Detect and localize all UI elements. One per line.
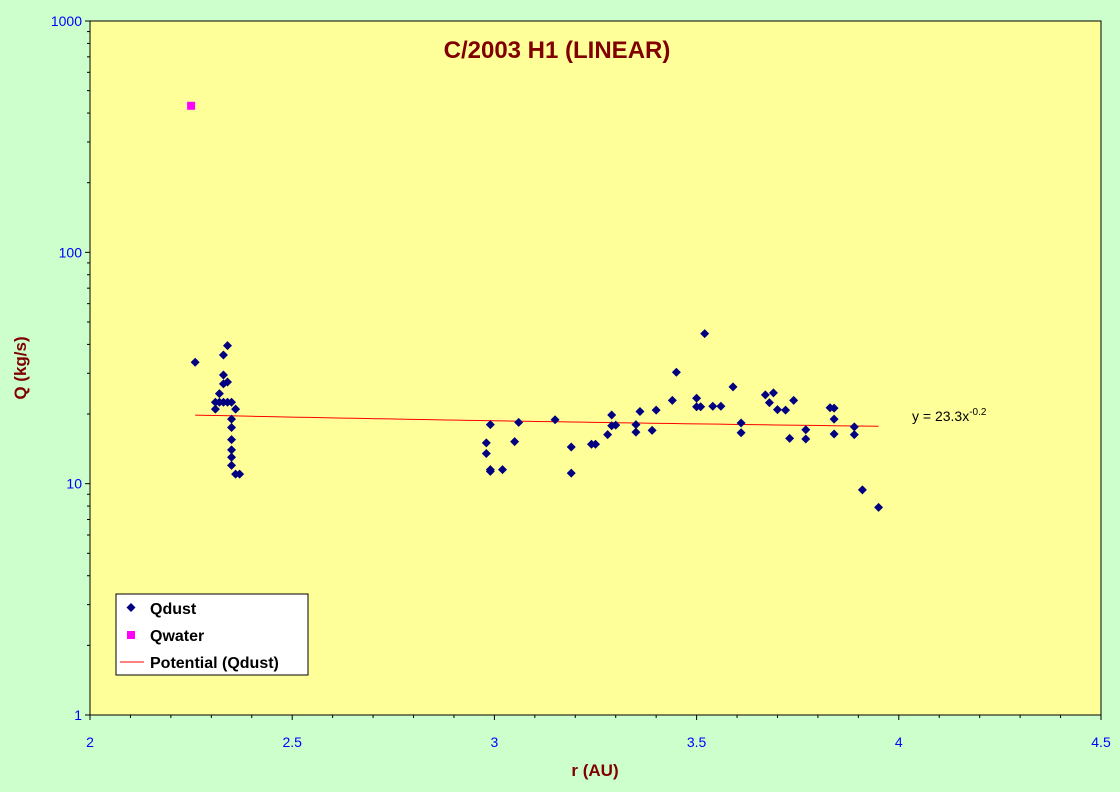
qdust-point: [667, 395, 677, 405]
qdust-point: [631, 427, 641, 437]
qdust-point: [635, 407, 645, 417]
qdust-point: [227, 397, 237, 407]
axes: [89, 21, 1101, 716]
qdust-point: [764, 398, 774, 408]
qdust-point: [190, 357, 200, 367]
qdust-point: [227, 422, 237, 432]
qdust-point: [550, 415, 560, 425]
qdust-point: [651, 405, 661, 415]
qdust-point: [772, 405, 782, 415]
qdust-point: [231, 404, 241, 414]
qdust-point: [857, 485, 867, 495]
trendline-equation: y = 23.3x-0.2: [912, 407, 987, 424]
qdust-point: [696, 402, 706, 412]
x-axis-ticks: 2 2.5 3 3.5 4 4.5: [86, 715, 1111, 750]
x-tick-label: 2: [86, 734, 94, 750]
qdust-point: [222, 341, 232, 351]
y-axis-label: Q (kg/s): [11, 336, 30, 399]
trendline-equation-base: y = 23.3x: [912, 408, 969, 424]
qdust-point: [849, 430, 859, 440]
qdust-point: [829, 429, 839, 439]
qdust-point: [874, 502, 884, 512]
legend: Qdust Qwater Potential (Qdust): [115, 593, 309, 676]
qdust-point: [736, 418, 746, 428]
qdust-series: [190, 329, 884, 512]
qdust-point: [785, 433, 795, 443]
qdust-point: [235, 469, 245, 479]
qdust-point: [481, 438, 491, 448]
qdust-point: [728, 382, 738, 392]
qdust-point: [789, 395, 799, 405]
qdust-point: [781, 405, 791, 415]
qdust-point: [849, 422, 859, 432]
y-tick-label: 1: [74, 707, 82, 723]
qdust-point: [801, 425, 811, 435]
qdust-point: [214, 389, 224, 399]
qdust-point: [566, 442, 576, 452]
qdust-point: [210, 404, 220, 414]
qdust-point: [497, 465, 507, 475]
qdust-point: [829, 403, 839, 413]
qwater-series: [187, 101, 196, 110]
qdust-point: [227, 435, 237, 445]
x-tick-label: 2.5: [282, 734, 302, 750]
y-tick-label: 1000: [51, 13, 82, 29]
qdust-point: [708, 401, 718, 411]
qdust-point: [768, 388, 778, 398]
qdust-point: [736, 428, 746, 438]
qdust-point: [481, 449, 491, 459]
qdust-point: [218, 370, 228, 380]
x-tick-label: 4: [895, 734, 903, 750]
trendline-equation-exponent: -0.2: [969, 407, 987, 418]
qdust-point: [760, 390, 770, 400]
qdust-point: [700, 329, 710, 339]
legend-qdust-marker: [126, 603, 136, 612]
legend-qdust-label: Qdust: [150, 601, 197, 618]
chart-title: C/2003 H1 (LINEAR): [444, 37, 671, 64]
qdust-point: [227, 460, 237, 470]
qdust-point: [647, 425, 657, 435]
qdust-point: [222, 377, 232, 387]
qdust-point: [692, 393, 702, 403]
qdust-point: [227, 445, 237, 455]
y-axis-ticks: 1 10 100 1000: [51, 13, 90, 723]
qdust-point: [485, 465, 495, 475]
qdust-point: [591, 439, 600, 449]
y-tick-label: 10: [66, 476, 82, 492]
qdust-point: [227, 452, 237, 462]
x-tick-label: 3: [491, 734, 499, 750]
qwater-point: [187, 101, 196, 110]
qdust-point: [218, 350, 228, 360]
qdust-point: [566, 468, 576, 478]
qdust-point: [611, 420, 621, 430]
x-tick-label: 4.5: [1091, 734, 1111, 750]
qdust-point: [829, 414, 839, 424]
y-tick-label: 100: [59, 244, 83, 260]
legend-trendline-label: Potential (Qdust): [150, 655, 279, 672]
trendline-potential-qdust: [195, 414, 879, 427]
legend-box: [115, 593, 309, 676]
qdust-point: [485, 420, 495, 430]
legend-qwater-marker: [127, 631, 135, 639]
qdust-point: [227, 414, 237, 424]
qdust-point: [801, 434, 811, 444]
x-axis-label: r (AU): [571, 761, 618, 780]
qdust-point: [510, 437, 520, 447]
qdust-point: [671, 367, 681, 377]
qdust-point: [631, 420, 641, 430]
qdust-point: [716, 401, 726, 411]
x-tick-label: 3.5: [687, 734, 707, 750]
qdust-point: [514, 417, 524, 427]
qdust-point: [603, 430, 613, 440]
legend-qwater-label: Qwater: [150, 628, 204, 645]
qdust-point: [607, 410, 617, 420]
